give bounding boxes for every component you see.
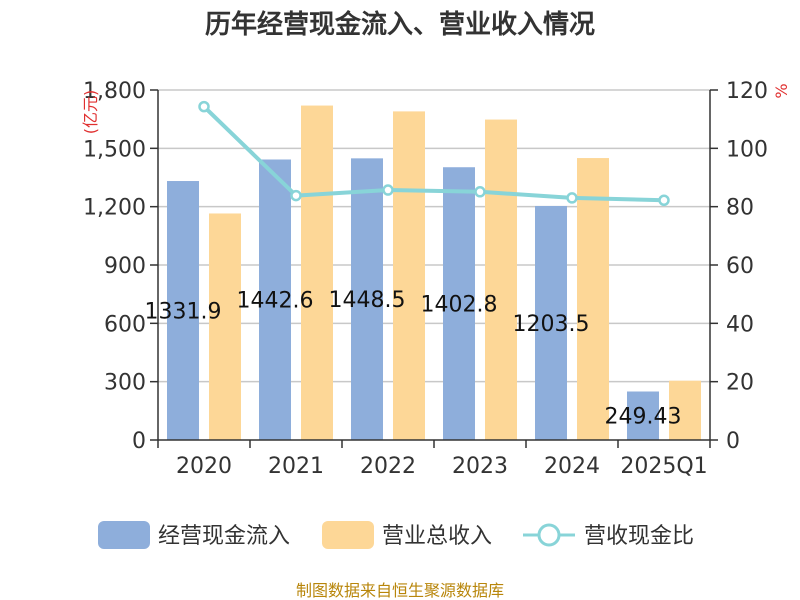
ratio-line [198, 100, 670, 206]
legend-swatch-revenue [322, 521, 374, 549]
left-axis-unit: (亿元) [81, 90, 100, 135]
legend-swatch-cash-inflow [98, 521, 150, 549]
left-tick-label: 0 [132, 429, 146, 454]
legend: 经营现金流入 营业总收入 营收现金比 [98, 521, 694, 549]
right-tick-label: 120 [726, 79, 768, 104]
ratio-point [198, 100, 210, 113]
bar-cash-inflow [167, 181, 199, 440]
right-tick-label: 40 [726, 312, 754, 337]
data-label-cash-inflow: 1331.9 [145, 300, 222, 325]
bar-cash-inflow [535, 205, 567, 440]
left-tick-label: 1,200 [83, 196, 146, 221]
chart-title: 历年经营现金流入、营业收入情况 [205, 9, 595, 40]
x-tick-label: 2024 [544, 454, 600, 479]
axes: 0 300 600 900 1,200 1,500 1,800 0 20 40 60 80 100 120… [83, 79, 768, 479]
source-note: 制图数据来自恒生聚源数据库 [296, 581, 504, 600]
x-tick-label: 2025Q1 [620, 454, 707, 479]
ratio-point [290, 189, 302, 202]
bars [167, 105, 701, 441]
right-tick-label: 80 [726, 196, 754, 221]
bar-revenue [209, 213, 241, 440]
ratio-point [658, 194, 670, 206]
right-tick-label: 100 [726, 137, 768, 162]
x-tick-label: 2022 [360, 454, 416, 479]
x-tick-label: 2020 [176, 454, 232, 479]
ratio-point [474, 186, 486, 198]
left-tick-label: 600 [104, 312, 146, 337]
legend-label-cash-inflow: 经营现金流入 [158, 524, 290, 549]
left-tick-label: 900 [104, 254, 146, 279]
right-tick-label: 20 [726, 371, 754, 396]
ratio-point [382, 184, 394, 196]
data-label-cash-inflow: 249.43 [605, 405, 682, 430]
data-label-cash-inflow: 1442.6 [237, 289, 314, 314]
x-tick-label: 2023 [452, 454, 508, 479]
bar-revenue [301, 105, 333, 441]
bar-cash-inflow [259, 159, 291, 440]
bar-cash-inflow [627, 391, 659, 440]
bar-revenue [669, 380, 701, 440]
right-tick-label: 0 [726, 429, 740, 454]
data-label-cash-inflow: 1402.8 [421, 293, 498, 318]
bar-cash-inflow [443, 167, 475, 440]
legend-label-ratio: 营收现金比 [584, 524, 694, 549]
ratio-point [566, 192, 578, 204]
legend-label-revenue: 营业总收入 [382, 524, 492, 549]
left-tick-label: 1,500 [83, 137, 146, 162]
legend-marker-ratio [537, 523, 561, 547]
data-label-cash-inflow: 1203.5 [513, 312, 590, 337]
bar-revenue [393, 111, 425, 440]
bar-cash-inflow [351, 158, 383, 440]
bar-revenue [485, 119, 517, 441]
bar-revenue [577, 158, 609, 441]
right-tick-label: 60 [726, 254, 754, 279]
right-axis-unit: % [772, 83, 791, 98]
x-tick-label: 2021 [268, 454, 324, 479]
data-label-cash-inflow: 1448.5 [329, 288, 406, 313]
ratio-series-line [202, 105, 665, 203]
left-tick-label: 300 [104, 371, 146, 396]
left-tick-label: 1,800 [83, 79, 146, 104]
